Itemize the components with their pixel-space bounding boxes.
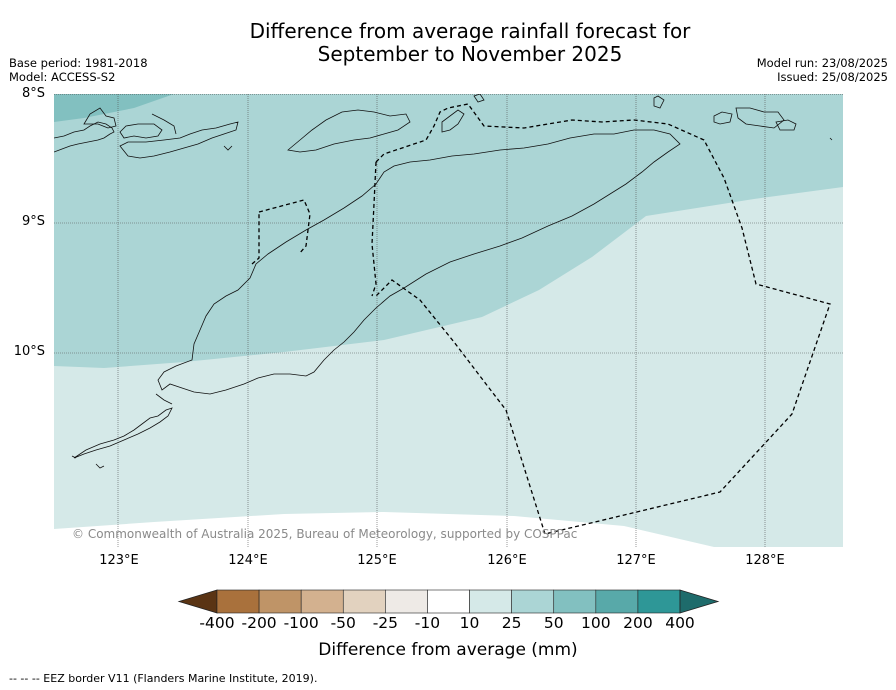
- flores-island-coast: [53, 121, 115, 153]
- island-coast: [151, 113, 177, 135]
- island-coast: [775, 119, 797, 131]
- lon-label-125e: 125°E: [357, 553, 397, 568]
- island-coast: [83, 107, 117, 129]
- rote-island-coast: [155, 393, 173, 405]
- island-coast: [441, 109, 465, 133]
- colorbar-tick-label: 400: [665, 614, 695, 632]
- colorbar-tick-label: 100: [581, 614, 611, 632]
- islet-coast: [473, 93, 485, 103]
- lat-label-9s: 9°S: [21, 214, 45, 229]
- model-name: Model: ACCESS-S2: [9, 70, 116, 84]
- base-period: Base period: 1981-2018: [9, 56, 148, 70]
- forecast-map: [53, 93, 843, 547]
- islet-coast: [713, 111, 733, 125]
- colorbar-cell: [300, 589, 344, 614]
- colorbar-tick-label: 10: [459, 614, 480, 632]
- colorbar-tick-label: -100: [283, 614, 319, 632]
- eez-border: [251, 103, 831, 535]
- islet-coast: [223, 145, 233, 151]
- colorbar-cell: [553, 589, 597, 614]
- sabu-island-coast: [73, 407, 173, 459]
- copyright-notice: © Commonwealth of Australia 2025, Bureau…: [72, 527, 578, 541]
- colorbar: [177, 589, 720, 614]
- lon-label-124e: 124°E: [228, 553, 268, 568]
- graticule: [54, 94, 843, 547]
- colorbar-tick-label: -25: [372, 614, 399, 632]
- lat-label-10s: 10°S: [13, 344, 45, 359]
- wetar-island-coast: [287, 109, 411, 153]
- lon-label-127e: 127°E: [616, 553, 656, 568]
- island-coast: [119, 123, 163, 139]
- title-line-2: September to November 2025: [317, 42, 623, 66]
- title-line-1: Difference from average rainfall forecas…: [249, 19, 691, 43]
- colorbar-high-extension: [679, 589, 720, 614]
- lat-label-8s: 8°S: [21, 86, 45, 101]
- colorbar-tick-label: 25: [501, 614, 522, 632]
- colorbar-tick-label: 200: [623, 614, 653, 632]
- colorbar-tick-label: -50: [330, 614, 356, 632]
- colorbar-cell: [258, 589, 302, 614]
- colorbar-cell: [469, 589, 512, 614]
- colorbar-cell: [595, 589, 639, 614]
- alor-pantar-coast: [119, 121, 239, 159]
- left-metadata: Base period: 1981-2018 Model: ACCESS-S2: [9, 56, 148, 84]
- islet-coast: [653, 95, 665, 109]
- lon-label-128e: 128°E: [745, 553, 785, 568]
- right-metadata: Model run: 23/08/2025 Issued: 25/08/2025: [757, 56, 888, 84]
- islet-coast: [95, 463, 105, 469]
- colorbar-cell: [637, 589, 681, 614]
- colorbar-tick-label: 50: [543, 614, 564, 632]
- coastlines: [53, 93, 833, 469]
- issued-date: Issued: 25/08/2025: [777, 70, 888, 84]
- region-25-to-50mm: [54, 94, 843, 368]
- map-bottom-blank-area: [54, 512, 714, 547]
- lon-label-123e: 123°E: [99, 553, 139, 568]
- region-50-to-100mm: [54, 94, 174, 122]
- islet-coast: [71, 455, 77, 459]
- colorbar-cell: [342, 589, 386, 614]
- colorbar-tick-labels: -400 -200 -100 -50 -25 -10 10 25 50 100 200 400: [0, 614, 896, 634]
- map-svg: [53, 93, 843, 547]
- colorbar-title: Difference from average (mm): [318, 640, 578, 660]
- colorbar-tick-label: -10: [414, 614, 441, 632]
- eez-legend-note: -- -- -- EEZ border V11 (Flanders Marine…: [9, 672, 318, 685]
- islet-coast: [829, 137, 833, 141]
- colorbar-cell: [427, 589, 470, 614]
- model-run-date: Model run: 23/08/2025: [756, 56, 888, 70]
- colorbar-cell: [385, 589, 428, 614]
- colorbar-cell: [511, 589, 555, 614]
- chart-title: Difference from average rainfall forecas…: [160, 20, 780, 66]
- colorbar-tick-label: -200: [241, 614, 277, 632]
- colorbar-tick-label: -400: [199, 614, 235, 632]
- lon-label-126e: 126°E: [487, 553, 527, 568]
- island-coast: [735, 107, 785, 129]
- colorbar-cell: [216, 589, 260, 614]
- colorbar-low-extension: [177, 589, 218, 614]
- timor-island-coast: [157, 129, 681, 395]
